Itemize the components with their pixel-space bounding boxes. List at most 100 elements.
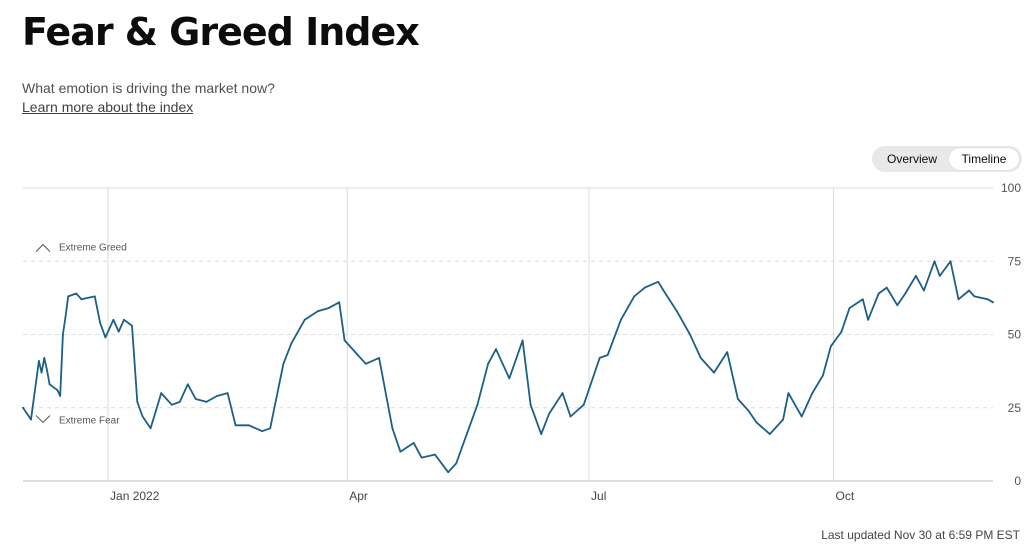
index-data-point [973, 295, 976, 298]
index-data-point [848, 307, 851, 309]
x-tick-label: Jul [591, 489, 606, 503]
index-data-point [737, 398, 739, 400]
index-data-point [465, 433, 468, 435]
index-data-point [364, 362, 367, 365]
index-data-point [354, 351, 357, 353]
index-data-point [620, 318, 622, 321]
index-data-point [540, 433, 543, 435]
index-data-point [768, 433, 771, 435]
index-data-point [657, 280, 660, 283]
y-tick-label: 0 [1014, 474, 1021, 488]
index-data-point [548, 412, 551, 415]
index-data-point [938, 275, 941, 277]
index-data-point [343, 339, 346, 342]
index-data-point [80, 298, 83, 301]
fear-greed-timeline-chart: 0 25 50 75 100 Jan 2022 Apr Jul Oct Extreme Greed… [22, 181, 1022, 503]
index-data-point [194, 398, 197, 400]
index-data-point [62, 333, 64, 336]
index-data-point [885, 286, 888, 289]
index-data-point [30, 418, 32, 421]
index-data-point [675, 310, 678, 312]
page-title: Fear & Greed Index [22, 10, 420, 54]
index-data-point [38, 360, 40, 362]
index-data-point [282, 362, 285, 365]
last-updated: Last updated Nov 30 at 6:59 PM EST [821, 528, 1020, 542]
index-data-point [800, 415, 803, 418]
index-data-point [495, 348, 497, 351]
index-data-point [22, 406, 24, 409]
x-tick-label: Apr [349, 489, 368, 503]
index-data-point [412, 442, 415, 444]
index-data-point [986, 298, 989, 301]
index-data-point [117, 330, 120, 333]
index-data-point [915, 275, 917, 277]
index-data-point [40, 371, 43, 374]
index-data-point [644, 286, 646, 289]
index-data-point [747, 409, 750, 412]
extreme-fear-label: Extreme Fear [59, 415, 120, 426]
index-data-point [75, 292, 78, 295]
index-data-point [840, 330, 843, 333]
index-data-point [662, 289, 665, 292]
index-data-point [867, 318, 869, 321]
index-data-point [508, 377, 511, 380]
index-data-point [170, 403, 173, 406]
index-data-point [155, 409, 157, 412]
page-subtitle: What emotion is driving the market now? [22, 80, 275, 96]
index-data-point [811, 392, 814, 394]
index-data-point [56, 389, 59, 392]
index-data-point [822, 374, 824, 377]
index-data-point [64, 316, 67, 318]
index-data-point [455, 462, 458, 465]
index-data-point [248, 424, 250, 427]
timeline-tab[interactable]: Timeline [949, 148, 1019, 170]
index-data-point [59, 395, 62, 397]
index-data-point [606, 354, 609, 356]
index-data-point [43, 357, 46, 359]
index-data-point [521, 339, 524, 342]
chevron-up-icon [35, 243, 51, 252]
index-data-point [755, 421, 758, 424]
index-data-point [434, 453, 436, 456]
index-data-point [487, 362, 489, 365]
index-data-point [216, 395, 218, 397]
index-data-point [290, 342, 293, 345]
index-data-point [447, 471, 450, 474]
index-data-point [949, 260, 952, 263]
index-data-point [968, 289, 970, 292]
x-tick-label: Oct [836, 489, 855, 503]
index-data-point [136, 401, 139, 403]
index-data-point [226, 392, 229, 394]
index-data-point [896, 304, 899, 307]
learn-more-link[interactable]: Learn more about the index [22, 99, 194, 115]
index-data-point [303, 318, 306, 321]
index-data-point [269, 427, 272, 430]
index-data-point [633, 295, 636, 298]
index-data-point [569, 415, 572, 418]
y-tick-label: 75 [1008, 254, 1022, 268]
index-data-point [923, 289, 925, 292]
index-data-point [830, 345, 832, 348]
y-tick-label: 50 [1008, 328, 1022, 342]
index-data-point [529, 403, 532, 406]
index-series-line [22, 260, 994, 474]
overview-tab[interactable]: Overview [876, 148, 948, 170]
index-data-point [378, 357, 380, 359]
index-data-point [598, 357, 601, 359]
index-data-point [123, 318, 125, 321]
extreme-greed-label: Extreme Greed [59, 243, 127, 254]
index-data-point [338, 301, 341, 304]
index-data-point [420, 456, 423, 459]
index-data-point [992, 301, 994, 304]
index-data-point [726, 351, 729, 353]
index-data-point [933, 260, 936, 263]
y-tick-label: 25 [1008, 401, 1022, 415]
index-data-point [561, 392, 564, 394]
y-tick-label: 100 [1001, 181, 1021, 195]
index-data-point [782, 418, 784, 421]
index-data-point [689, 333, 691, 336]
index-data-point [327, 307, 330, 309]
index-data-point [186, 383, 189, 386]
index-data-point [93, 295, 96, 298]
index-data-point [787, 392, 790, 394]
